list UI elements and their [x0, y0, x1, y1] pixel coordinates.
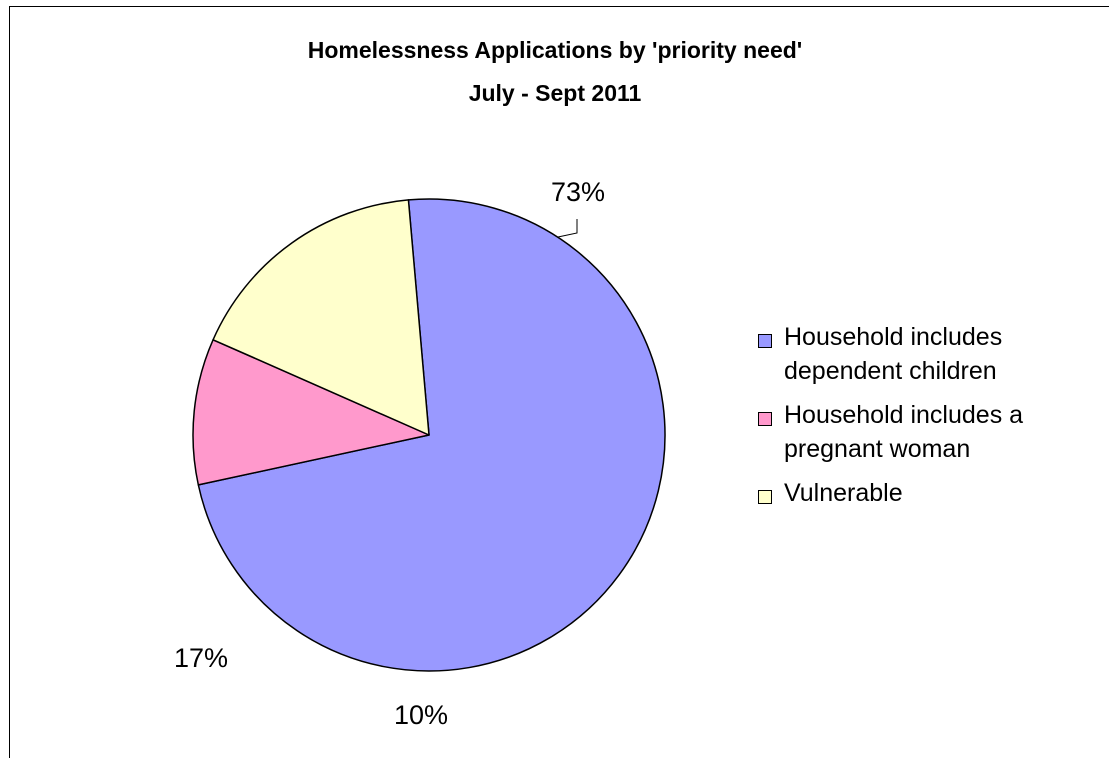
legend-label-vulnerable: Vulnerable [784, 479, 903, 507]
legend-swatch-dependent-children [758, 334, 772, 348]
data-label-pregnant-woman: 10% [394, 700, 448, 730]
leader-line-dependent-children [557, 219, 578, 238]
pie-slice-pregnant-woman [192, 339, 430, 486]
legend-item-pregnant-woman: Household includes a pregnant woman [758, 398, 1103, 466]
pie-slice-vulnerable [212, 199, 430, 436]
legend-label-dependent-children-line1: Household includes [784, 323, 1003, 351]
legend-item-dependent-children: Household includes dependent children [758, 320, 1103, 388]
chart-subtitle: July - Sept 2011 [468, 80, 642, 106]
legend-item-vulnerable: Vulnerable [758, 476, 1103, 510]
legend-label-dependent-children-line2: dependent children [784, 357, 997, 385]
legend-swatch-pregnant-woman [758, 412, 772, 426]
data-label-vulnerable: 17% [174, 643, 228, 673]
pie-slice-dependent-children [197, 198, 666, 672]
legend: Household includes dependent children Ho… [758, 320, 1103, 520]
legend-swatch-vulnerable [758, 490, 772, 504]
legend-label-pregnant-woman-line1: Household includes a [784, 401, 1024, 429]
legend-label-pregnant-woman-line2: pregnant woman [784, 435, 971, 463]
data-label-dependent-children: 73% [551, 177, 605, 207]
chart-title: Homelessness Applications by 'priority n… [307, 37, 803, 63]
